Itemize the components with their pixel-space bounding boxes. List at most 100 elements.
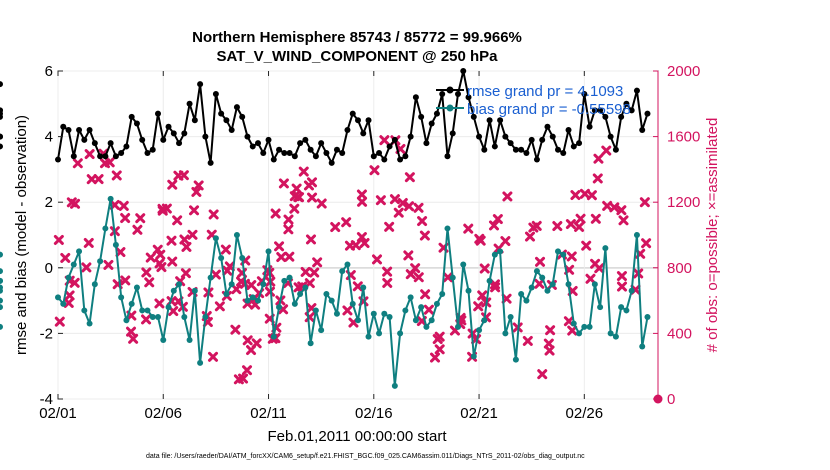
rmse-point — [176, 140, 183, 147]
bias-point — [639, 343, 646, 350]
y-tick-label-left: 4 — [45, 129, 53, 146]
rmse-point — [286, 150, 293, 156]
rmse-point — [355, 117, 361, 124]
obs-count-marker — [230, 324, 241, 335]
bias-point — [597, 304, 604, 311]
obs-count-marker — [430, 352, 441, 363]
obs-count-marker — [585, 273, 596, 284]
rmse-point — [81, 136, 88, 143]
y-tick-label-right: 1600 — [667, 129, 700, 146]
bias-point — [465, 287, 472, 294]
obs-count-marker — [575, 213, 586, 224]
rmse-point — [344, 127, 351, 134]
rmse-point — [460, 68, 467, 74]
obs-count-marker — [602, 200, 613, 211]
rmse-point — [70, 153, 77, 160]
bias-point — [539, 274, 546, 281]
rmse-point — [423, 140, 430, 147]
rmse-point — [239, 113, 246, 120]
obs-count-marker — [63, 297, 74, 308]
rmse-point — [197, 81, 204, 88]
obs-count-marker — [389, 194, 400, 205]
bias-point — [281, 277, 288, 284]
obs-count-marker — [144, 277, 155, 288]
obs-count-marker — [404, 172, 415, 183]
bias-point — [323, 291, 330, 298]
obs-count-marker — [531, 220, 542, 231]
bias-point — [260, 281, 267, 288]
rmse-point — [486, 117, 493, 124]
obs-count-marker — [208, 351, 219, 362]
rmse-point — [244, 133, 251, 140]
bias-point — [365, 333, 372, 340]
rmse-point — [449, 130, 456, 137]
obs-count-marker — [305, 234, 316, 245]
bias-point — [486, 277, 493, 284]
obs-count-marker — [473, 301, 484, 312]
bias-point — [560, 251, 567, 258]
y-tick-label-right: 400 — [667, 325, 692, 342]
obs-count-marker — [382, 277, 393, 288]
rmse-point — [581, 90, 588, 97]
bias-point — [291, 300, 298, 307]
rmse-point — [91, 140, 98, 147]
obs-count-marker — [592, 173, 603, 184]
rmse-point — [276, 146, 283, 153]
x-tick-label: 02/16 — [355, 405, 393, 422]
obs-count-marker — [552, 221, 563, 232]
rmse-point — [376, 150, 383, 156]
bias-point — [133, 284, 140, 291]
rmse-point — [644, 110, 651, 117]
rmse-point — [597, 107, 604, 114]
obs-count-marker — [242, 365, 253, 376]
y-tick-label-left: 2 — [45, 194, 53, 211]
obs-count-marker — [233, 374, 244, 385]
obs-count-marker — [236, 276, 247, 287]
obs-count-marker — [312, 257, 323, 268]
obs-count-marker — [534, 278, 545, 289]
obs-count-marker — [413, 272, 424, 283]
obs-count-marker — [189, 205, 200, 216]
obs-count-marker — [283, 224, 294, 235]
bias-point — [423, 323, 430, 330]
x-tick-label: 02/11 — [250, 405, 286, 422]
obs-count-marker — [173, 170, 184, 181]
footnote: data file: /Users/raeder/DAI/ATM_forcXX/… — [146, 453, 585, 460]
bias-point — [391, 382, 398, 389]
bias-point — [197, 359, 204, 366]
obs-count-marker — [420, 289, 431, 300]
obs-count-marker — [570, 190, 581, 201]
rmse-point — [623, 100, 630, 107]
rmse-point — [97, 153, 104, 160]
obs-count-marker — [167, 179, 178, 190]
obs-count-marker — [220, 244, 231, 255]
obs-count-marker — [167, 256, 178, 267]
bias-point — [0, 277, 3, 284]
rmse-point — [0, 133, 3, 140]
bias-point — [544, 287, 551, 294]
obs-count-marker — [545, 325, 556, 336]
bias-point — [628, 287, 635, 294]
obs-count-marker — [246, 345, 257, 356]
bias-point — [91, 281, 98, 288]
y-tick-label-right: 1200 — [667, 194, 700, 211]
obs-count-marker — [93, 174, 104, 185]
bias-point — [591, 281, 598, 288]
obs-count-marker — [157, 205, 168, 216]
obs-count-marker — [357, 196, 368, 207]
x-tick-label: 02/21 — [460, 405, 498, 422]
rmse-point — [202, 133, 209, 140]
rmse-point — [302, 136, 309, 143]
bias-point — [102, 225, 109, 232]
bias-point — [381, 310, 388, 317]
rmse-point — [118, 150, 125, 156]
bias-point — [444, 225, 451, 232]
rmse-point — [297, 140, 304, 147]
rmse-point — [55, 156, 61, 163]
bias-point — [502, 330, 509, 337]
rmse-point — [518, 146, 525, 153]
obs-count-marker — [639, 197, 650, 208]
obs-count-marker — [154, 298, 165, 309]
rmse-point — [128, 113, 135, 120]
rmse-point — [607, 133, 614, 140]
